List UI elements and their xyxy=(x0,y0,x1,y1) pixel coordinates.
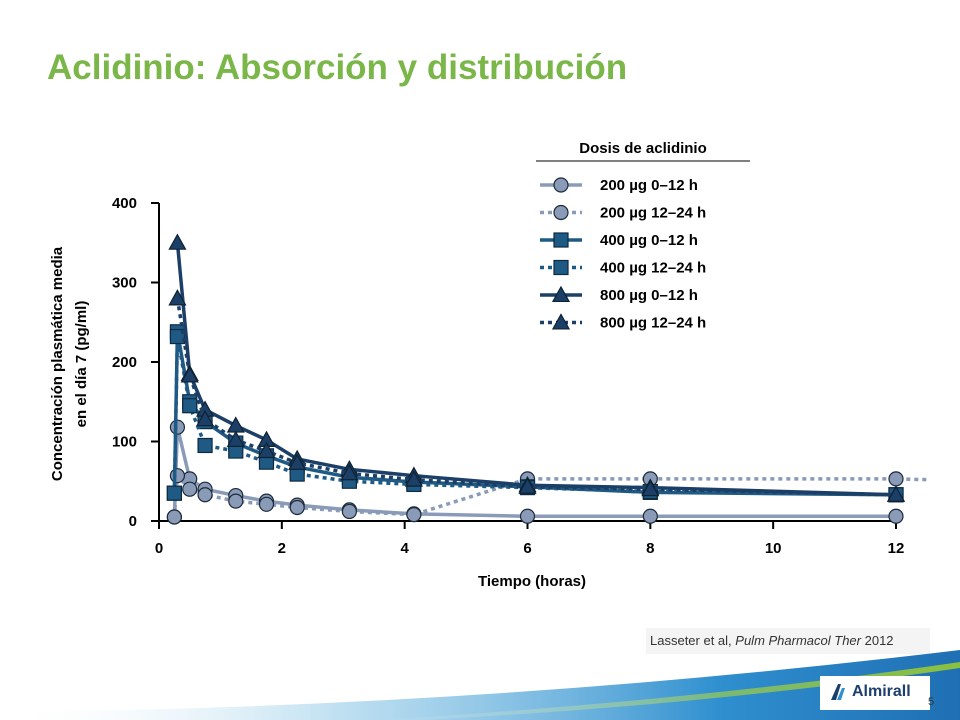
page-number: 5 xyxy=(928,696,935,708)
data-point xyxy=(519,508,536,524)
data-point xyxy=(197,437,213,454)
legend-item: 800 µg 12–24 h xyxy=(540,313,706,332)
series-1 xyxy=(166,419,904,525)
x-axis-label: Tiempo (horas) xyxy=(478,573,586,590)
data-point xyxy=(288,453,307,471)
legend-label: 400 µg 12–24 h xyxy=(600,260,706,277)
data-point xyxy=(888,508,904,524)
data-point xyxy=(888,471,904,487)
y-tick-label: 0 xyxy=(129,513,137,530)
y-tick-label: 200 xyxy=(112,354,137,371)
almirall-logo: Almirall xyxy=(828,680,911,704)
series-line xyxy=(172,336,897,497)
data-point xyxy=(641,479,660,497)
data-point xyxy=(340,464,359,481)
x-tick-label: 8 xyxy=(646,540,654,557)
almirall-logo-text: Almirall xyxy=(852,683,911,700)
legend-marker xyxy=(553,232,569,248)
data-point xyxy=(166,485,182,501)
almirall-logo-icon xyxy=(831,684,845,700)
data-point xyxy=(180,366,199,383)
data-point xyxy=(169,328,186,345)
data-point xyxy=(182,481,198,497)
data-point xyxy=(642,508,658,524)
series-4 xyxy=(166,328,904,503)
data-point xyxy=(169,468,186,484)
x-tick-label: 0 xyxy=(155,540,163,557)
citation: Lasseter et al, Pulm Pharmacol Ther 2012 xyxy=(646,628,930,654)
legend-marker xyxy=(553,177,569,193)
data-point xyxy=(168,289,187,306)
data-point xyxy=(197,487,213,503)
data-point xyxy=(518,477,537,494)
data-point xyxy=(168,233,187,250)
data-point xyxy=(341,503,357,520)
data-point xyxy=(195,409,215,427)
legend-label: 400 µg 0–12 h xyxy=(600,232,698,249)
footer-wave-decoration xyxy=(0,650,960,720)
y-tick-label: 300 xyxy=(112,275,137,292)
data-point xyxy=(258,496,275,512)
legend-item: 200 µg 0–12 h xyxy=(540,177,698,194)
pk-line-chart: 0 100 200 300 400 0 2 4 6 8 10 12 Dosis de aclidini… xyxy=(49,140,927,590)
series-line xyxy=(175,298,897,497)
y-tick-label: 100 xyxy=(112,434,137,451)
legend-marker xyxy=(551,285,571,303)
chart-series-layer xyxy=(166,233,927,525)
legend-title: Dosis de aclidinio xyxy=(579,140,707,157)
data-point xyxy=(257,441,276,459)
x-tick-label: 6 xyxy=(523,540,531,557)
legend-item: 400 µg 0–12 h xyxy=(540,232,698,249)
citation-authors: Lasseter et al, xyxy=(650,633,736,648)
legend-item: 400 µg 12–24 h xyxy=(540,260,706,277)
y-tick-label: 400 xyxy=(112,195,137,212)
data-point xyxy=(226,416,245,433)
legend-label: 200 µg 0–12 h xyxy=(600,177,698,194)
x-tick-label: 10 xyxy=(765,540,782,557)
series-3 xyxy=(166,324,904,503)
series-line xyxy=(172,331,897,497)
series-6 xyxy=(168,289,906,502)
data-point xyxy=(166,509,182,525)
series-line xyxy=(172,471,927,518)
slide-title: Aclidinio: Absorción y distribución xyxy=(47,48,628,87)
legend-item: 200 µg 12–24 h xyxy=(540,205,706,222)
x-tick-label: 12 xyxy=(888,540,905,557)
citation-journal: Pulm Pharmacol Ther xyxy=(735,633,861,648)
legend-label: 200 µg 12–24 h xyxy=(600,205,706,222)
data-point xyxy=(182,398,198,414)
legend-label: 800 µg 12–24 h xyxy=(600,315,706,332)
chart-legend: Dosis de aclidinio 200 µg 0–12 h 200 µg 12… xyxy=(536,140,750,332)
x-tick-label: 4 xyxy=(400,540,409,557)
data-point xyxy=(226,430,245,447)
data-point xyxy=(406,507,422,523)
legend-label: 800 µg 0–12 h xyxy=(600,287,698,304)
series-line xyxy=(175,242,897,497)
data-point xyxy=(886,485,906,502)
x-tick-label: 2 xyxy=(278,540,286,557)
data-point xyxy=(404,470,423,487)
legend-marker xyxy=(553,259,569,276)
legend-item: 800 µg 0–12 h xyxy=(540,285,698,304)
data-point xyxy=(228,493,244,509)
legend-marker xyxy=(553,204,569,221)
citation-year: 2012 xyxy=(861,633,894,648)
y-axis-label-line1: Concentración plasmática media xyxy=(49,246,66,481)
y-axis-label-line2: en el día 7 (pg/ml) xyxy=(73,301,90,428)
legend-marker xyxy=(551,313,571,330)
series-line xyxy=(172,426,896,518)
data-point xyxy=(289,499,305,516)
